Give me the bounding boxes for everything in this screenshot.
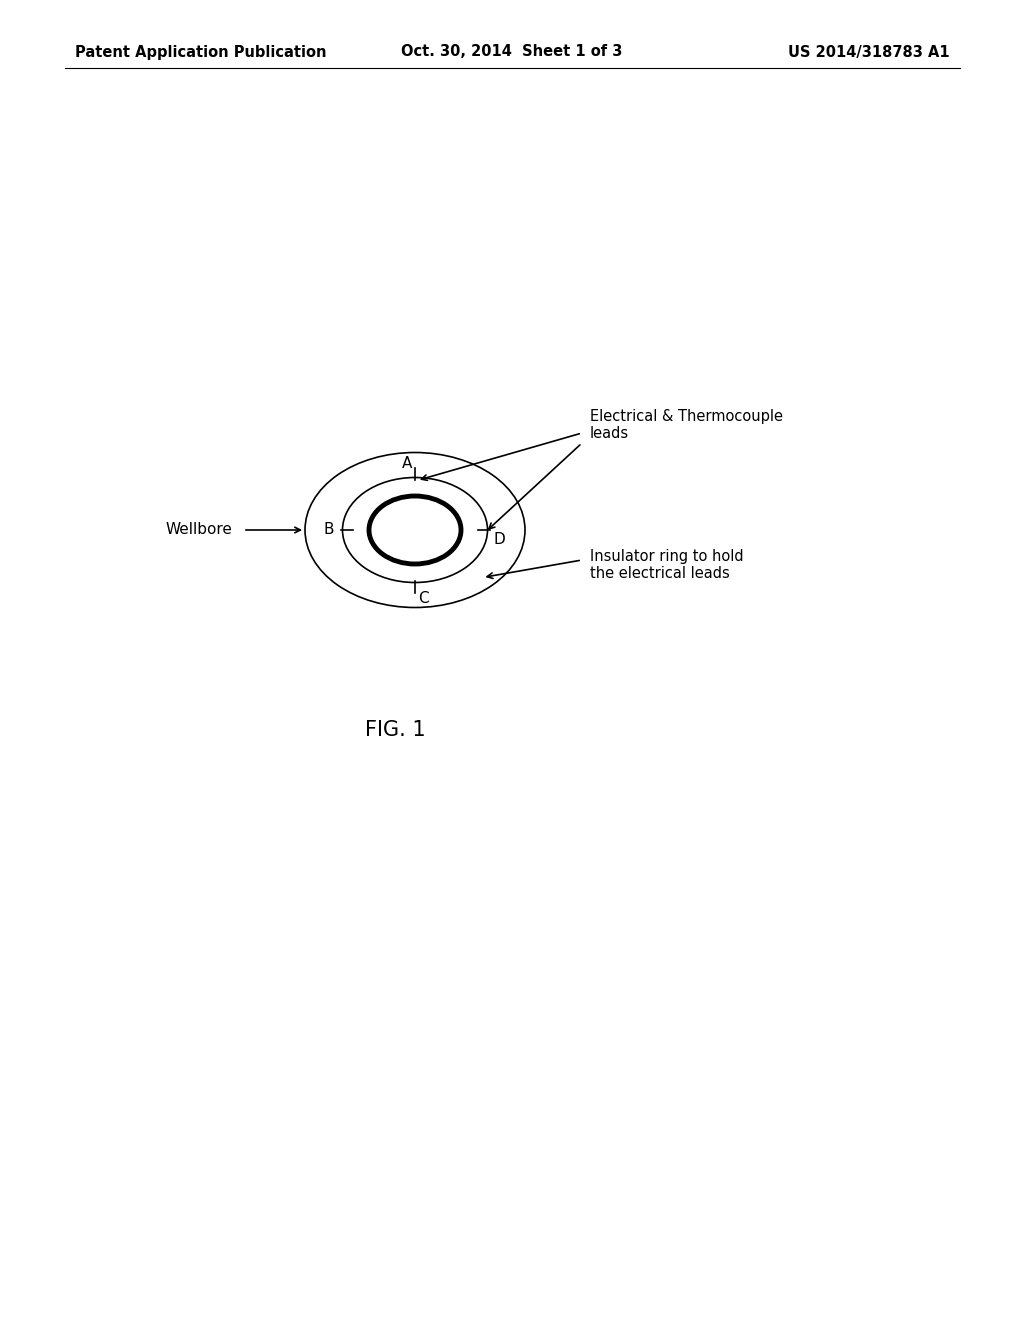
Text: Wellbore: Wellbore xyxy=(165,523,231,537)
Text: Patent Application Publication: Patent Application Publication xyxy=(75,45,327,59)
Text: D: D xyxy=(494,532,506,548)
Text: B: B xyxy=(324,523,334,537)
Text: Oct. 30, 2014  Sheet 1 of 3: Oct. 30, 2014 Sheet 1 of 3 xyxy=(401,45,623,59)
Text: US 2014/318783 A1: US 2014/318783 A1 xyxy=(788,45,950,59)
Text: Insulator ring to hold
the electrical leads: Insulator ring to hold the electrical le… xyxy=(590,549,743,581)
Text: C: C xyxy=(418,591,428,606)
Text: Electrical & Thermocouple
leads: Electrical & Thermocouple leads xyxy=(590,409,783,441)
Text: FIG. 1: FIG. 1 xyxy=(365,719,425,741)
Text: A: A xyxy=(401,455,413,471)
